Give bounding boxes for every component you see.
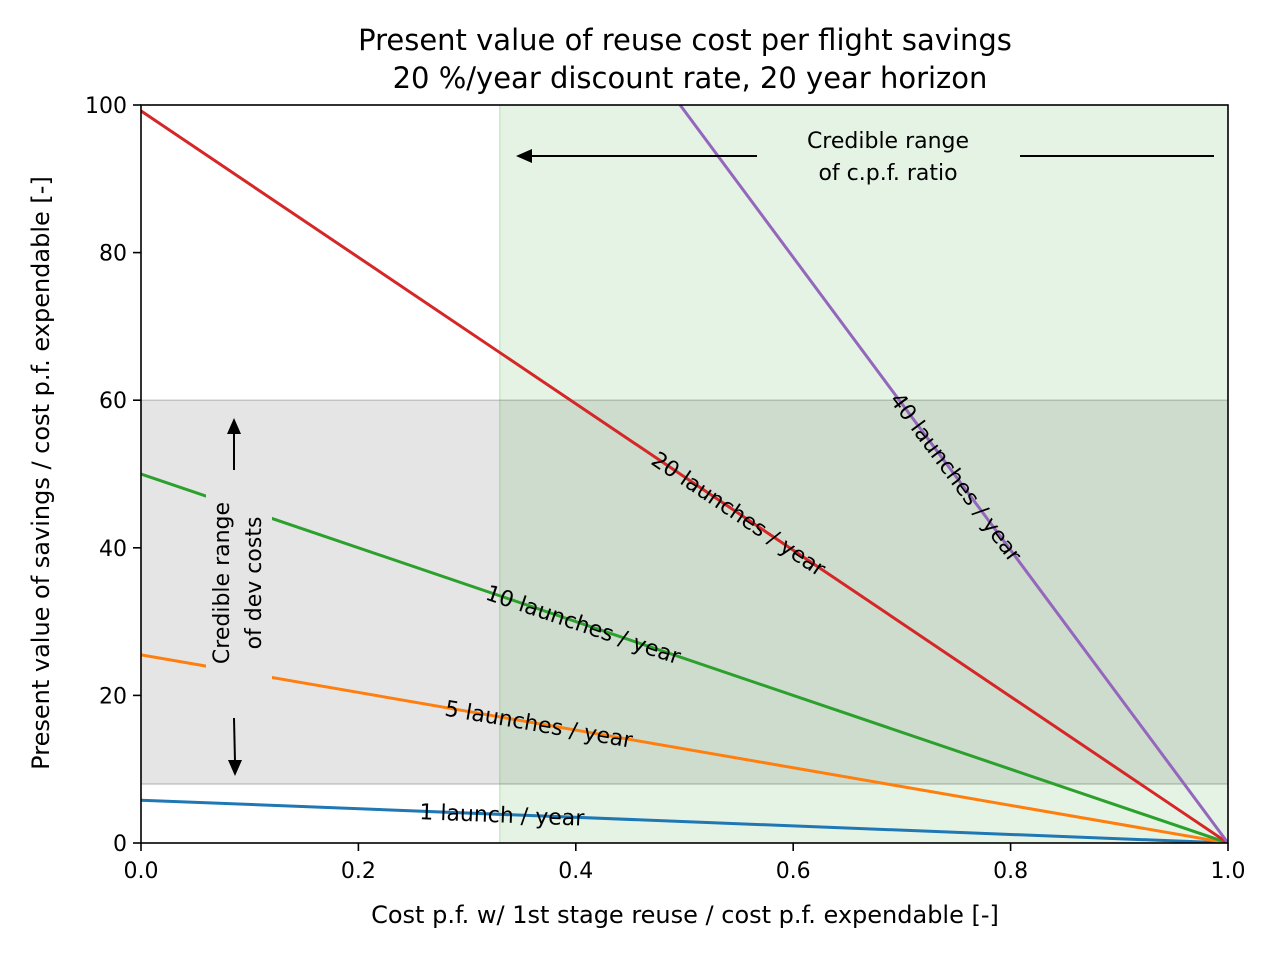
shaded-regions [141, 105, 1229, 843]
series-line-0 [141, 798, 1228, 843]
dev-range-label-line1: Credible range [210, 502, 235, 664]
dev-arrow-down-head [228, 760, 242, 776]
x-tick-label-5: 1.0 [1211, 859, 1246, 884]
series-label-group-0: 1 launch / year [419, 800, 586, 832]
cpf-range-label-line2: of c.p.f. ratio [818, 161, 957, 186]
series-lines [141, 105, 1228, 843]
plot-frame [140, 104, 1229, 844]
dev-range-label-group: Credible range of dev costs [206, 475, 272, 691]
y-tick-label-2: 40 [99, 537, 127, 562]
y-axis-ticks: 0 20 40 60 80 100 [85, 94, 141, 857]
annotations: Credible range of c.p.f. ratio Credible ra… [206, 129, 1214, 776]
series-label-0: 1 launch / year [419, 800, 586, 832]
y-axis-label: Present value of savings / cost p.f. exp… [27, 176, 55, 770]
x-tick-label-1: 0.2 [341, 859, 376, 884]
cpf-range-label-line1: Credible range [807, 129, 969, 154]
y-tick-label-4: 80 [99, 242, 127, 267]
dev-range-label-line2: of dev costs [242, 517, 267, 650]
series-line-2 [141, 472, 1228, 843]
x-tick-label-4: 0.8 [993, 859, 1028, 884]
x-tick-label-3: 0.6 [776, 859, 811, 884]
series-line-1 [141, 653, 1228, 843]
y-tick-label-5: 100 [85, 94, 127, 119]
chart-subtitle: 20 %/year discount rate, 20 year horizon [393, 61, 988, 95]
dev-arrow-down-shaft [233, 717, 236, 763]
x-tick-label-2: 0.4 [558, 859, 593, 884]
y-tick-label-1: 20 [99, 684, 127, 709]
x-axis-label: Cost p.f. w/ 1st stage reuse / cost p.f.… [371, 901, 999, 929]
series-line-4 [678, 105, 1228, 843]
cpf-arrow-head [516, 149, 532, 163]
x-tick-label-0: 0.0 [124, 859, 159, 884]
dev-range-label-bg [206, 475, 272, 691]
chart-title: Present value of reuse cost per flight s… [358, 23, 1012, 57]
x-axis-ticks: 0.0 0.2 0.4 0.6 0.8 1.0 [124, 843, 1246, 884]
dev-arrow-up-head [227, 418, 241, 434]
y-tick-label-3: 60 [99, 389, 127, 414]
y-tick-label-0: 0 [113, 832, 127, 857]
series-line-3 [141, 109, 1228, 843]
